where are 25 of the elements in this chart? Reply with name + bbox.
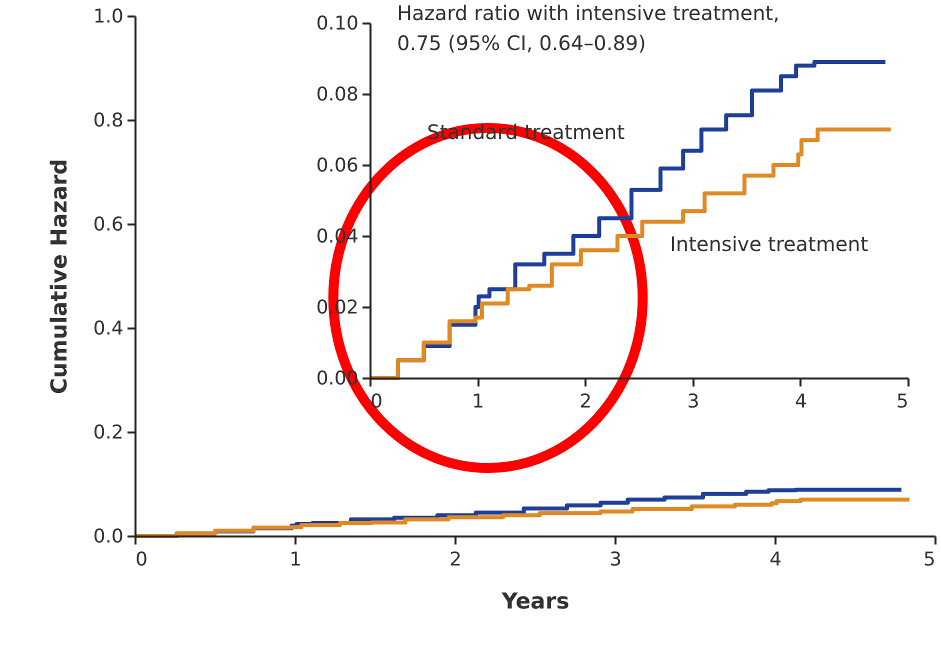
y-tick-label: 0.06 [316, 154, 358, 176]
x-tick-label: 3 [687, 390, 700, 412]
y-axis-title: Cumulative Hazard [47, 158, 72, 394]
x-tick-label: 1 [289, 548, 302, 570]
x-tick-label: 4 [794, 390, 807, 412]
y-tick-label: 0.08 [316, 84, 358, 106]
y-tick-label: 0.0 [93, 526, 124, 548]
y-tick-label: 0.10 [316, 12, 358, 34]
y-tick-label: 0.2 [93, 422, 124, 444]
annotation: Hazard ratio with intensive treatment, 0.75 (95% CI, 0.64–0.89) [397, 1, 780, 55]
y-tick-label: 0.6 [93, 214, 124, 236]
x-tick-label: 0 [370, 390, 383, 412]
x-tick-label: 0 [136, 548, 148, 570]
y-tick-label: 1.0 [93, 6, 124, 28]
x-tick-label: 2 [580, 390, 592, 412]
y-tick-label: 0.8 [93, 110, 124, 132]
x-axis-title: Years [500, 590, 570, 614]
y-tick-label: 0.4 [93, 318, 124, 340]
x-tick-label: 5 [896, 390, 908, 412]
x-tick-label: 5 [923, 548, 936, 570]
x-tick-label: 3 [609, 548, 622, 570]
x-tick-label: 1 [472, 390, 484, 412]
x-tick-label: 4 [769, 548, 782, 570]
x-tick-label: 2 [449, 548, 462, 570]
series-label: Intensive treatment [670, 232, 868, 256]
